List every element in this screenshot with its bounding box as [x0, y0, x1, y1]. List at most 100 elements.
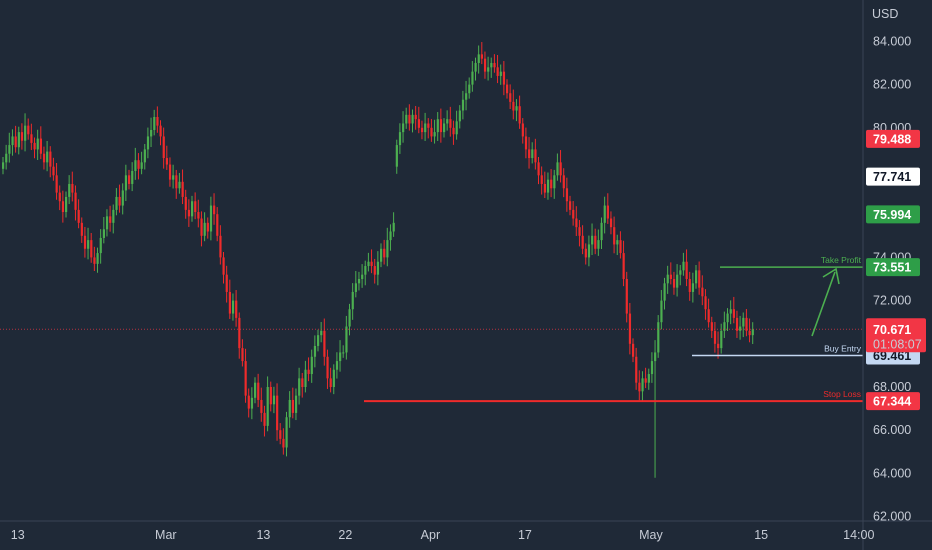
candle [361, 264, 364, 288]
candle [159, 120, 162, 146]
candle [506, 79, 509, 99]
candle [99, 229, 102, 264]
candle [118, 184, 121, 213]
candle [11, 129, 14, 156]
candle-body [540, 175, 543, 184]
price-axis[interactable]: 62.00064.00066.00068.00072.00074.00080.0… [873, 34, 911, 523]
candle [682, 252, 685, 276]
candle [80, 217, 83, 243]
candle [691, 272, 695, 303]
candle-body [20, 132, 24, 141]
candle-body [77, 209, 80, 223]
candle [269, 381, 272, 412]
candle [616, 234, 619, 256]
candle [175, 169, 178, 199]
candle-body [641, 378, 644, 392]
candle [354, 271, 357, 298]
candle-body [222, 257, 225, 275]
candle [471, 61, 474, 92]
candle [676, 264, 679, 297]
candle [134, 147, 137, 180]
candle-body [71, 183, 74, 193]
candle [732, 296, 735, 324]
candle [181, 169, 184, 205]
candle-body [61, 201, 65, 213]
candle [594, 228, 597, 255]
candle-body [380, 248, 383, 262]
candle [288, 391, 291, 428]
candle-body [474, 63, 477, 72]
candle [613, 216, 616, 254]
candle-body [354, 283, 357, 292]
candle-body [490, 63, 493, 68]
candle [521, 118, 524, 144]
candle-body [562, 175, 565, 189]
candle-body [477, 54, 480, 63]
candle [301, 372, 304, 398]
candle [647, 368, 650, 390]
candle-body [591, 235, 594, 245]
candle-body [679, 270, 682, 275]
candle [528, 137, 531, 169]
candle-body [30, 134, 33, 143]
candle [405, 107, 408, 129]
candle [156, 106, 159, 133]
candle [257, 373, 260, 408]
candle-body [276, 395, 279, 431]
candle [713, 321, 717, 353]
candle [282, 428, 285, 455]
candle [666, 265, 669, 294]
candle-body [452, 127, 455, 135]
candle-body [159, 125, 162, 137]
candle-body [499, 71, 502, 76]
candle [735, 310, 739, 338]
candle-body [175, 175, 178, 189]
candle [228, 279, 231, 319]
candle-body [521, 123, 524, 137]
candle [635, 347, 638, 390]
candle-body [335, 361, 339, 370]
candle-body [427, 123, 430, 128]
candle [496, 55, 499, 84]
candle-body [143, 149, 146, 163]
time-axis[interactable]: 13 Mar 13 22 Apr 17 May 15 14:00 [11, 528, 875, 542]
candle [250, 387, 254, 420]
candle-body [105, 216, 109, 230]
candle [231, 293, 235, 321]
candle [276, 383, 279, 441]
candle [58, 185, 61, 211]
candle [619, 231, 622, 259]
time-tick: 15 [754, 528, 768, 542]
candle [2, 156, 5, 175]
candle-body [735, 317, 739, 331]
candle [279, 423, 282, 445]
candle [531, 142, 534, 164]
candle [373, 258, 376, 284]
candle-body [285, 417, 288, 448]
candle [351, 283, 354, 320]
price-tick: 82.000 [873, 78, 911, 92]
candle-body [49, 151, 52, 167]
price-badge-text: 79.488 [873, 132, 911, 146]
candle-body [279, 430, 282, 439]
candle-body [206, 222, 209, 232]
candle-body [351, 291, 354, 310]
candle [565, 177, 569, 212]
candle [124, 164, 128, 202]
candle [534, 138, 537, 170]
candle [751, 322, 754, 345]
candle-body [534, 149, 537, 163]
candle-body [628, 313, 632, 344]
candle [745, 309, 748, 337]
candle [96, 247, 99, 273]
candle-body [348, 309, 351, 327]
time-tick: Mar [155, 528, 177, 542]
candle [465, 80, 468, 111]
candle-body [231, 300, 235, 314]
candle-body [115, 196, 118, 210]
candle-body [654, 352, 657, 362]
candle-body [165, 158, 168, 165]
candle-body [14, 136, 17, 148]
candle-body [663, 283, 666, 301]
